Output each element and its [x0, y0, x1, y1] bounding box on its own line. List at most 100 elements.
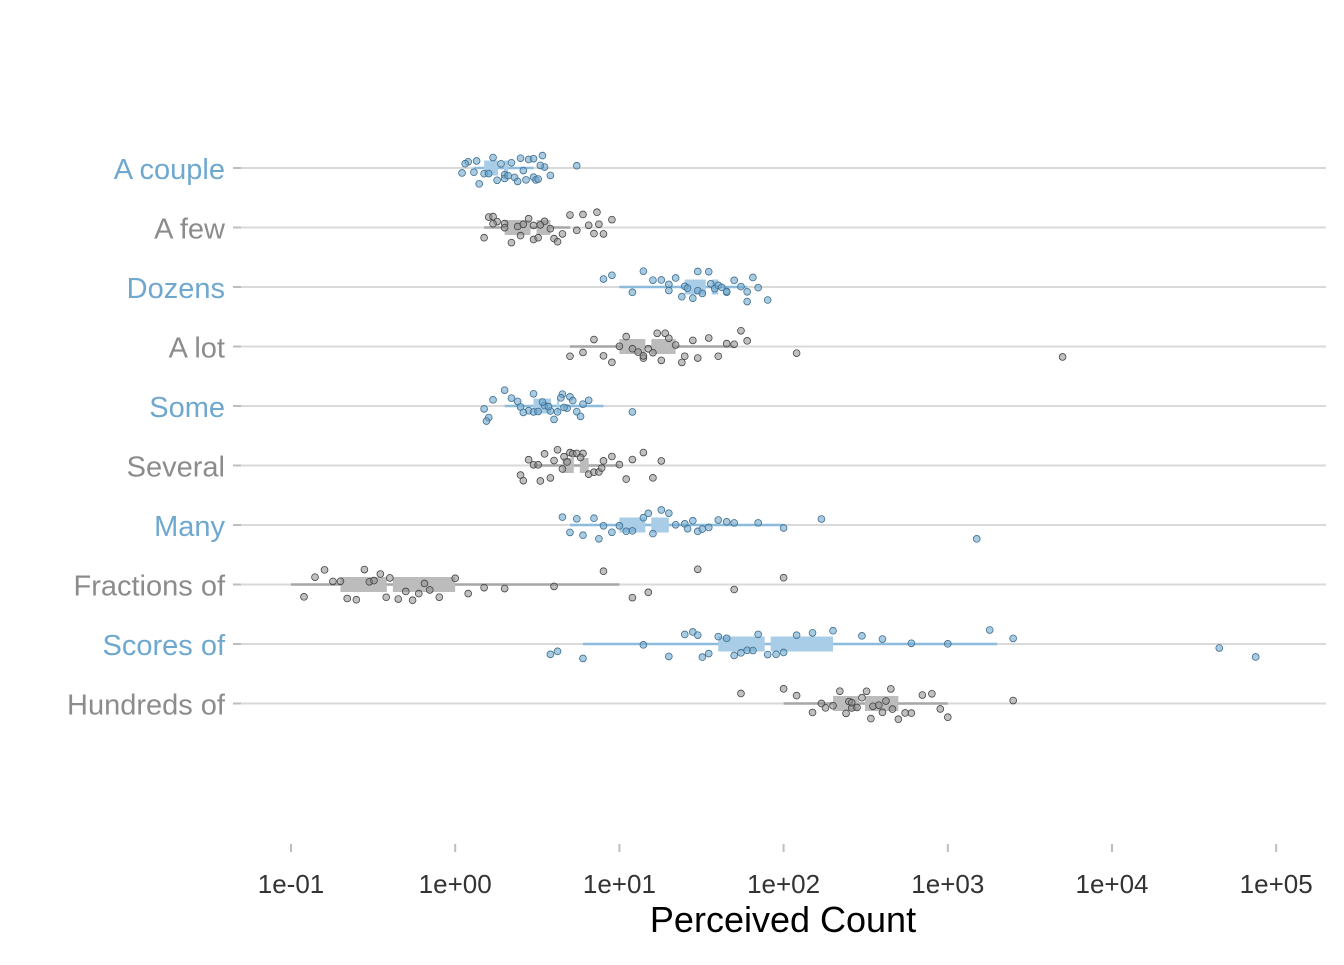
data-point: [516, 231, 525, 240]
data-point: [493, 176, 501, 185]
x-tick-label: 1e+04: [1075, 869, 1148, 899]
data-point: [595, 534, 603, 543]
data-point: [888, 705, 897, 713]
data-point: [754, 630, 762, 639]
data-point: [376, 570, 385, 578]
data-point: [599, 352, 608, 360]
data-point: [936, 705, 945, 713]
data-point: [722, 634, 731, 643]
data-point: [639, 448, 648, 457]
data-point: [529, 389, 538, 398]
data-point: [671, 274, 680, 282]
data-point: [475, 180, 483, 188]
category-label: Hundreds of: [67, 690, 226, 722]
data-point: [749, 646, 757, 655]
data-point: [513, 177, 522, 186]
data-point: [300, 593, 308, 601]
data-point: [435, 593, 444, 601]
data-point: [808, 708, 817, 717]
data-point: [901, 709, 909, 717]
data-point: [792, 691, 801, 700]
category-label: Many: [154, 511, 225, 543]
data-point: [644, 509, 653, 518]
data-point: [464, 589, 473, 598]
data-point: [553, 237, 562, 246]
data-point: [639, 513, 648, 522]
category-label: Some: [149, 392, 225, 424]
data-point: [653, 329, 662, 338]
data-point: [472, 157, 481, 165]
data-point: [489, 219, 497, 228]
data-point: [737, 282, 745, 291]
data-point: [513, 397, 522, 406]
data-point: [763, 296, 772, 304]
data-point: [558, 465, 567, 473]
data-point: [480, 233, 488, 242]
data-point: [657, 506, 666, 514]
data-point: [628, 593, 637, 602]
data-point: [680, 352, 689, 361]
data-point: [792, 631, 801, 640]
data-point: [722, 339, 731, 348]
data-point: [665, 652, 673, 661]
data-point: [704, 523, 713, 532]
data-point: [730, 651, 738, 660]
data-point: [878, 635, 887, 643]
data-point: [550, 582, 558, 591]
data-point: [665, 286, 673, 295]
data-point: [743, 287, 751, 296]
data-point: [590, 514, 598, 522]
data-point: [714, 352, 723, 361]
data-point: [489, 153, 497, 162]
data-point: [639, 641, 648, 649]
data-point: [693, 565, 702, 574]
data-point: [683, 284, 692, 293]
data-point: [408, 596, 417, 605]
data-point: [730, 585, 738, 594]
data-point: [608, 215, 616, 224]
data-point: [836, 687, 844, 695]
data-point: [918, 691, 927, 699]
data-point: [649, 529, 657, 538]
data-point: [507, 159, 516, 167]
data-point: [808, 629, 817, 637]
data-point: [560, 403, 568, 412]
data-point: [743, 297, 751, 306]
data-point: [943, 640, 952, 648]
data-point: [693, 631, 702, 639]
data-point: [516, 154, 525, 162]
x-tick-label: 1e+05: [1240, 869, 1313, 899]
data-point: [657, 276, 666, 284]
data-point: [557, 394, 565, 402]
data-point: [737, 326, 745, 335]
data-point: [821, 704, 830, 712]
data-point: [566, 211, 574, 219]
data-point: [628, 455, 637, 464]
grid-layer: [233, 167, 1326, 705]
data-point: [678, 292, 686, 301]
data-point: [538, 151, 547, 160]
data-point: [722, 518, 731, 526]
data-point: [1009, 634, 1017, 643]
point-layer: [300, 151, 1260, 724]
data-point: [566, 352, 574, 361]
data-point: [451, 574, 460, 583]
data-point: [1058, 353, 1067, 361]
data-point: [887, 685, 895, 693]
data-point: [665, 334, 673, 343]
category-label: Fractions of: [74, 571, 226, 603]
data-point: [678, 358, 686, 367]
data-point: [943, 713, 952, 722]
box-layer: [291, 160, 998, 711]
data-point: [343, 594, 352, 603]
data-point: [665, 509, 673, 517]
data-point: [599, 275, 608, 283]
data-point: [698, 653, 707, 661]
data-point: [622, 527, 630, 536]
data-point: [622, 475, 630, 483]
data-point: [500, 223, 509, 232]
x-axis: 1e-01 1e+00 1e+01 1e+02 1e+03 1e+04 1e+05: [258, 844, 1313, 899]
data-point: [615, 522, 624, 530]
data-point: [779, 685, 788, 693]
